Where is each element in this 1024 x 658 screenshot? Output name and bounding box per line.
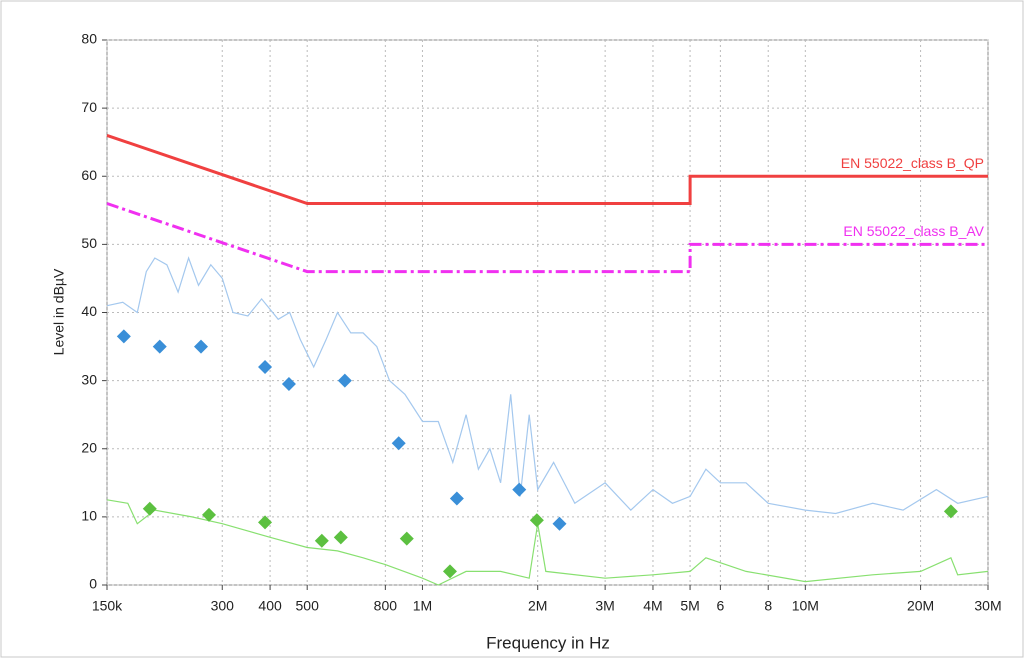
data-marker (391, 436, 406, 451)
series-line (106, 133, 988, 205)
data-marker (512, 482, 527, 497)
x-tick-label: 150k (92, 598, 123, 614)
x-tick-label: 6 (716, 598, 724, 614)
data-marker (943, 504, 958, 519)
data-marker (529, 513, 544, 528)
y-tick-label: 40 (81, 303, 97, 319)
x-tick-label: 8 (764, 598, 772, 614)
x-tick-label: 10M (792, 598, 819, 614)
series-label: EN 55022_class B_AV (843, 223, 984, 239)
data-marker (258, 515, 273, 530)
x-tick-label: 30M (974, 598, 1001, 614)
x-tick-label: 2M (528, 598, 547, 614)
data-marker (152, 339, 167, 354)
x-tick-label: 800 (374, 598, 398, 614)
x-tick-label: 20M (907, 598, 934, 614)
data-marker (333, 530, 348, 545)
x-tick-label: 500 (296, 598, 320, 614)
data-marker (201, 507, 216, 522)
x-axis-label: Frequency in Hz (486, 633, 610, 652)
data-marker (449, 491, 464, 506)
x-tick-label: 1M (413, 598, 432, 614)
data-marker (314, 533, 329, 548)
x-tick-label: 4M (643, 598, 662, 614)
data-marker (442, 564, 457, 579)
y-tick-label: 80 (81, 31, 97, 47)
series-label: EN 55022_class B_QP (841, 155, 984, 171)
data-marker (193, 339, 208, 354)
data-marker (258, 360, 273, 374)
x-tick-label: 5M (680, 598, 699, 614)
y-tick-label: 20 (81, 439, 97, 455)
data-marker (281, 377, 296, 392)
y-tick-label: 30 (81, 371, 97, 387)
series-line (106, 202, 988, 274)
x-tick-label: 3M (595, 598, 614, 614)
x-tick-label: 400 (258, 598, 282, 614)
y-tick-label: 10 (81, 508, 97, 524)
series-line (106, 256, 989, 515)
y-tick-label: 60 (81, 167, 97, 183)
y-tick-label: 50 (81, 235, 97, 251)
x-tick-label: 300 (211, 598, 235, 614)
y-axis-label: Level in dBµV (51, 268, 67, 355)
y-tick-label: 0 (89, 576, 97, 592)
data-marker (142, 501, 157, 516)
y-tick-label: 70 (81, 99, 97, 115)
data-marker (337, 373, 352, 388)
data-marker (116, 329, 131, 344)
series-line (106, 499, 989, 586)
data-marker (552, 516, 567, 531)
data-marker (399, 531, 414, 546)
